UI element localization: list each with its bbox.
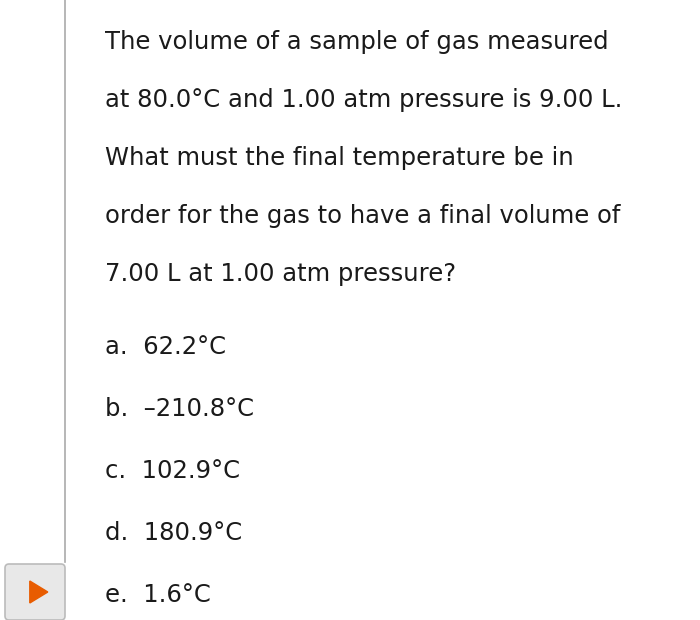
Text: The volume of a sample of gas measured: The volume of a sample of gas measured xyxy=(105,30,608,54)
Text: order for the gas to have a final volume of: order for the gas to have a final volume… xyxy=(105,204,620,228)
Text: d.  180.9°C: d. 180.9°C xyxy=(105,521,242,545)
Text: e.  1.6°C: e. 1.6°C xyxy=(105,583,211,607)
Text: 7.00 L at 1.00 atm pressure?: 7.00 L at 1.00 atm pressure? xyxy=(105,262,456,286)
Text: at 80.0°C and 1.00 atm pressure is 9.00 L.: at 80.0°C and 1.00 atm pressure is 9.00 … xyxy=(105,88,622,112)
Text: What must the final temperature be in: What must the final temperature be in xyxy=(105,146,573,170)
Text: b.  –210.8°C: b. –210.8°C xyxy=(105,397,254,421)
Text: a.  62.2°C: a. 62.2°C xyxy=(105,335,226,359)
Polygon shape xyxy=(30,581,48,603)
FancyBboxPatch shape xyxy=(5,564,65,620)
Text: c.  102.9°C: c. 102.9°C xyxy=(105,459,240,483)
